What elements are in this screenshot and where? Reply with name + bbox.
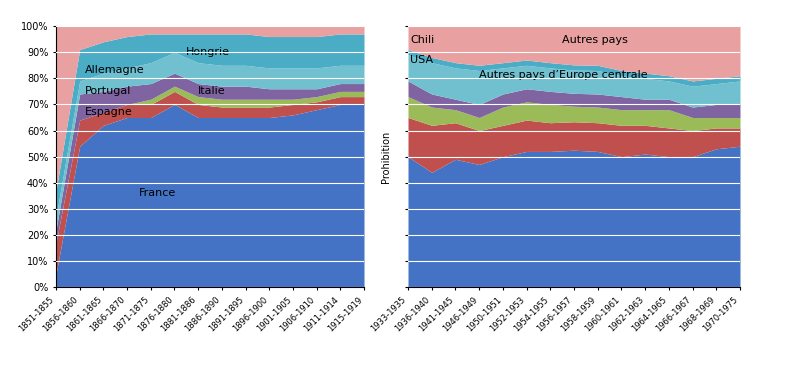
Text: Autres pays: Autres pays bbox=[562, 35, 628, 45]
Text: Hongrie: Hongrie bbox=[186, 47, 230, 57]
Text: France: France bbox=[139, 188, 176, 198]
Text: Chili: Chili bbox=[410, 35, 434, 45]
Text: Portugal: Portugal bbox=[85, 86, 131, 96]
Text: Prohibition: Prohibition bbox=[381, 131, 391, 183]
Text: Espagne: Espagne bbox=[85, 107, 132, 117]
Text: USA: USA bbox=[410, 55, 434, 65]
Text: Allemagne: Allemagne bbox=[85, 65, 144, 75]
Text: Italie: Italie bbox=[198, 86, 226, 96]
Text: Autres pays d’Europe centrale: Autres pays d’Europe centrale bbox=[479, 70, 648, 80]
